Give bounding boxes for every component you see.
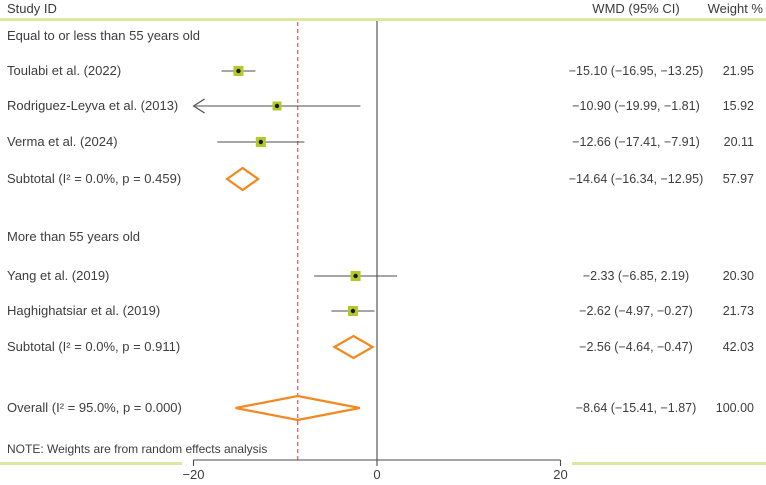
study-label: Haghighatsiar et al. (2019)	[7, 303, 161, 318]
effect-marker-dot	[274, 103, 280, 109]
wmd-value: −8.64 (−15.41, −1.87)	[575, 401, 697, 415]
column-header-study-id: Study ID	[7, 1, 57, 16]
group-label: Equal to or less than 55 years old	[7, 28, 200, 43]
subtotal-label: Subtotal (I² = 0.0%, p = 0.459)	[7, 171, 182, 186]
axis-tick-label: −20	[182, 467, 205, 482]
weight-value: 21.95	[722, 64, 754, 78]
bottom-divider-right	[572, 462, 766, 465]
study-label: Toulabi et al. (2022)	[7, 63, 122, 78]
overall-label: Overall (I² = 95.0%, p = 0.000)	[7, 400, 182, 415]
column-header-weight: Weight %	[707, 1, 763, 16]
weight-value: 21.73	[722, 304, 754, 318]
group-label: More than 55 years old	[7, 229, 140, 244]
overall-diamond	[235, 394, 361, 422]
subtotal-diamond	[332, 334, 375, 360]
wmd-value: −10.90 (−19.99, −1.81)	[572, 99, 700, 113]
effect-marker-dot	[236, 68, 241, 74]
ci-arrow	[192, 98, 205, 114]
header-divider	[0, 18, 766, 21]
note-text: NOTE: Weights are from random effects an…	[7, 442, 268, 456]
study-label: Rodriguez-Leyva et al. (2013)	[7, 98, 179, 113]
wmd-value: −12.66 (−17.41, −7.91)	[572, 135, 700, 149]
subtotal-label: Subtotal (I² = 0.0%, p = 0.911)	[7, 339, 181, 354]
weight-value: 20.11	[723, 135, 754, 149]
study-label: Yang et al. (2019)	[7, 268, 110, 283]
axis-tick-label: 20	[553, 467, 568, 482]
subtotal-diamond	[225, 166, 261, 192]
bottom-divider-left	[0, 462, 182, 465]
wmd-value: −2.33 (−6.85, 2.19)	[582, 269, 690, 283]
wmd-value: −15.10 (−16.95, −13.25)	[568, 64, 704, 78]
effect-marker-dot	[353, 273, 358, 279]
wmd-value: −2.56 (−4.64, −0.47)	[579, 340, 693, 354]
column-header-wmd-ci: WMD (95% CI)	[592, 1, 680, 16]
axis-tick-label: 0	[373, 467, 381, 482]
weight-value: 57.97	[722, 172, 754, 186]
weight-value: 15.92	[722, 99, 754, 113]
weight-value: 42.03	[722, 340, 754, 354]
effect-marker-dot	[258, 139, 264, 145]
wmd-value: −2.62 (−4.97, −0.27)	[579, 304, 693, 318]
study-label: Verma et al. (2024)	[7, 134, 118, 149]
weight-value: 20.30	[722, 269, 754, 283]
weight-value: 100.00	[715, 401, 754, 415]
wmd-value: −14.64 (−16.34, −12.95)	[568, 172, 704, 186]
effect-marker-dot	[350, 308, 356, 314]
